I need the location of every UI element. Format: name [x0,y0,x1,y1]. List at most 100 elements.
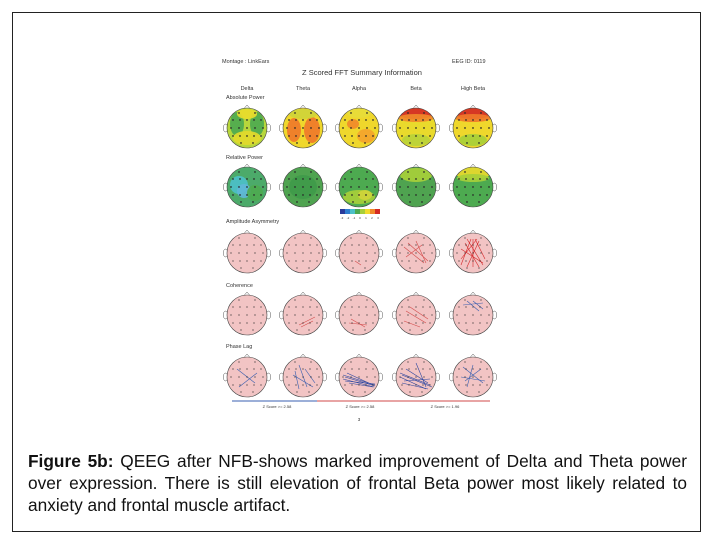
electrode [309,384,311,386]
electrode [466,201,468,203]
electrode [488,127,490,129]
electrode [310,361,312,363]
electrode [246,314,248,316]
electrode [480,299,482,301]
connection-line [304,368,316,384]
connection-line [401,374,433,388]
connection-line [403,320,421,328]
electrode [316,384,318,386]
electrode [465,135,467,137]
electrode [408,306,410,308]
electrode [372,306,374,308]
electrode [472,135,474,137]
electrode [295,135,297,137]
electrode [365,194,367,196]
electrode [480,376,482,378]
electrode [316,135,318,137]
head-outline [338,294,380,336]
electrode [423,237,425,239]
electrode [374,186,376,188]
electrode [409,267,411,269]
electrode [366,376,368,378]
nose [299,291,307,296]
electrode [479,119,481,121]
electrode [464,112,466,114]
electrode [358,252,360,254]
nose [469,163,477,168]
electrode [472,376,474,378]
head-outline [452,107,494,149]
electrode [465,119,467,121]
connectivity-head [339,295,379,335]
electrode [429,119,431,121]
electrode [232,194,234,196]
electrode [358,119,360,121]
electrode [246,127,248,129]
electrode [262,127,264,129]
zscore-legend: Z Score >= 2.58 [346,404,375,409]
electrode [472,252,474,254]
electrode [294,361,296,363]
connectivity-head [339,357,379,397]
electrode [366,127,368,129]
electrode [422,384,424,386]
electrode [260,368,262,370]
electrode [479,260,481,262]
electrode [344,244,346,246]
electrode [472,178,474,180]
electrode [401,322,403,324]
electrode [407,171,409,173]
electrode [399,127,401,129]
electrode [479,322,481,324]
electrode [358,322,360,324]
electrode [423,361,425,363]
connection-line [405,368,429,384]
electrode [295,260,297,262]
electrode [254,112,256,114]
electrode [458,194,460,196]
electrode [464,252,466,254]
electrode [365,119,367,121]
electrode [431,127,433,129]
electrode [238,171,240,173]
electrode [423,314,425,316]
nose [469,229,477,234]
connection-line [399,376,427,390]
zscore-legends: Z Score >= 2.58 Z Score >= 2.58 Z Score … [232,400,490,409]
electrode [344,260,346,262]
connection-line [472,300,484,310]
electrode [401,178,403,180]
electrode [260,244,262,246]
electrode [252,267,254,269]
electrode [238,237,240,239]
electrode [318,127,320,129]
electrode [429,244,431,246]
electrode [344,178,346,180]
electrode [310,252,312,254]
head-outline [452,166,494,208]
electrode [254,314,256,316]
electrode [399,252,401,254]
electrode [479,384,481,386]
electrode [401,119,403,121]
electrode [232,119,234,121]
electrode [366,237,368,239]
electrode [472,127,474,129]
nose [355,291,363,296]
caption-text: QEEG after NFB-shows marked improvement … [28,451,687,515]
electrode [429,178,431,180]
electrode [456,127,458,129]
electrode [260,322,262,324]
electrode [239,368,241,370]
row-label-amplitude-asymmetry: Amplitude Asymmetry [226,219,279,225]
electrode [286,376,288,378]
connection-line [466,300,480,312]
connection-line [466,238,484,266]
electrode [480,252,482,254]
electrode [364,329,366,331]
eeg-id-label: EEG ID: 0119 [452,59,486,65]
electrode [480,361,482,363]
electrode [423,171,425,173]
electrode [401,244,403,246]
montage-label: Montage : LinkEars [222,59,270,65]
